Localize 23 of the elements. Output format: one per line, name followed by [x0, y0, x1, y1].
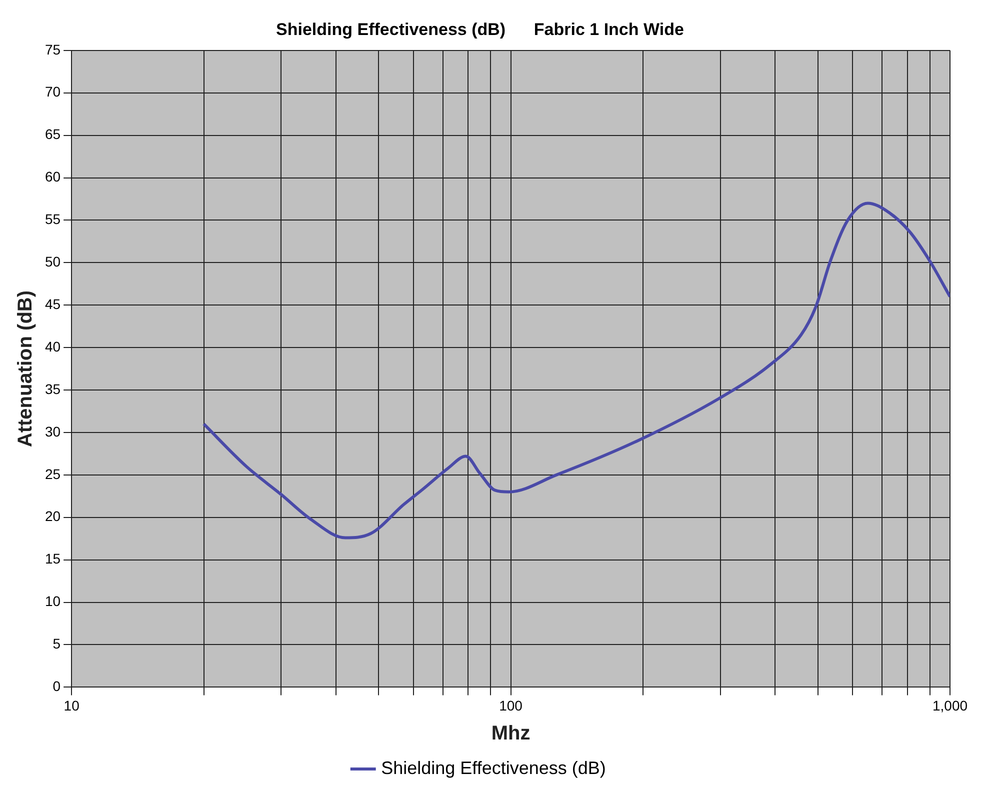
y-tick-label: 50 [44, 254, 61, 270]
y-tick-label: 60 [44, 168, 61, 185]
chart-title: Shielding Effectiveness (dB) Fabric 1 Inch Wide [276, 20, 684, 39]
x-tick-label: 1,000 [932, 697, 968, 714]
x-tick-label: 100 [499, 697, 523, 714]
y-tick-label: 55 [44, 211, 61, 228]
y-tick-label: 35 [44, 380, 61, 397]
y-tick-label: 5 [52, 636, 61, 652]
y-tick-label: 40 [44, 338, 61, 354]
y-tick-label: 75 [44, 41, 61, 58]
y-tick-label: 70 [44, 84, 61, 100]
y-tick-label: 30 [44, 423, 61, 440]
legend-label: Shielding Effectiveness (dB) [381, 758, 606, 778]
y-tick-label: 0 [52, 678, 61, 694]
x-axis-title: Mhz [491, 722, 530, 745]
y-axis-title: Attenuation (dB) [14, 290, 37, 448]
x-tick-label: 10 [64, 697, 80, 714]
y-tick-label: 10 [44, 593, 61, 610]
y-tick-label: 65 [44, 126, 61, 142]
y-tick-label: 20 [44, 508, 61, 524]
y-tick-label: 15 [44, 550, 61, 567]
y-tick-label: 45 [44, 296, 61, 312]
y-tick-label: 25 [44, 466, 61, 482]
